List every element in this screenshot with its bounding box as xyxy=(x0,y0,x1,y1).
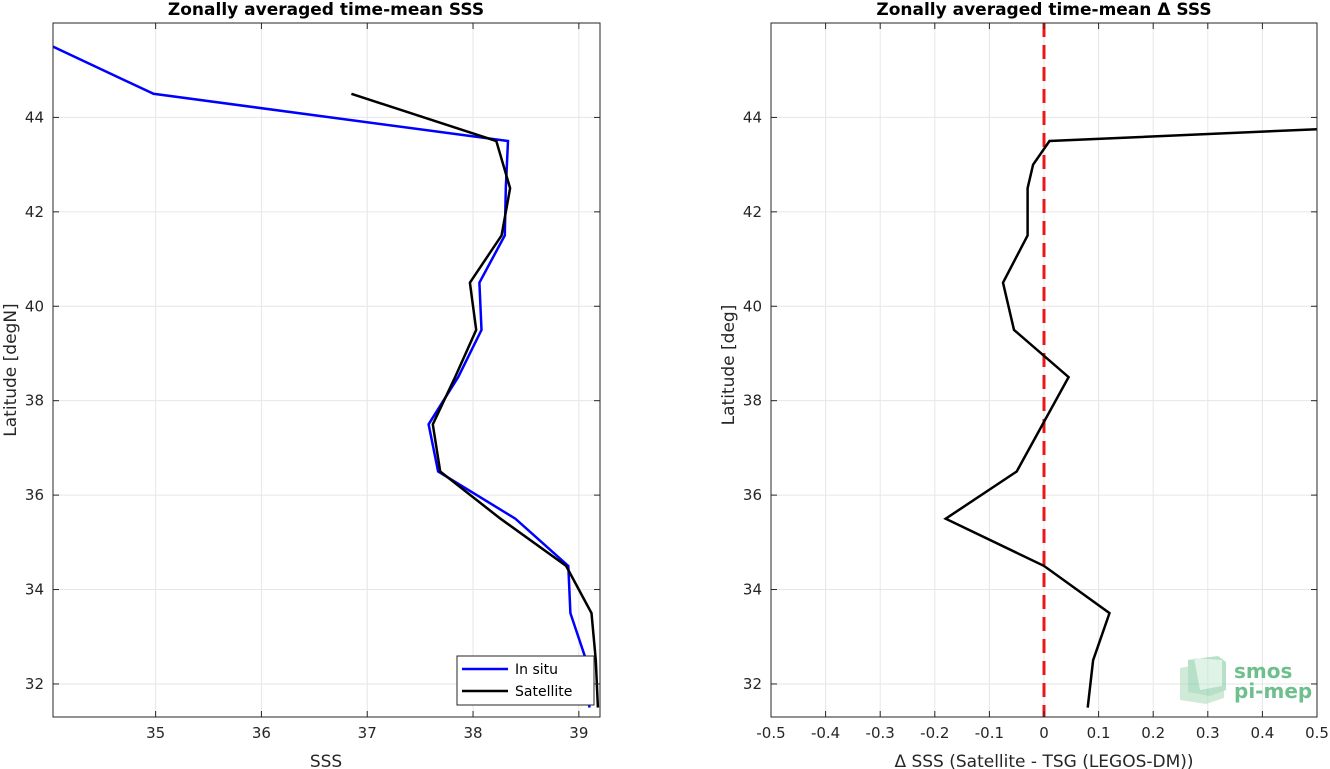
right-y-tick-label: 34 xyxy=(743,581,762,599)
right-ticks: -0.5 -0.4 -0.3 -0.2 -0.1 0 0.1 0.2 0.3 0.4 0.5 32 34… xyxy=(743,23,1329,742)
logo-text-line2: pi-mep xyxy=(1234,679,1312,703)
left-chart-panel: 35 36 37 38 39 32 34 36 38 40 42 44 Zonally average… xyxy=(1,0,601,769)
right-chart-panel: -0.5 -0.4 -0.3 -0.2 -0.1 0 0.1 0.2 0.3 0.4 0.5 32 34… xyxy=(719,0,1329,769)
right-x-tick-label: -0.2 xyxy=(920,724,949,742)
legend: In situ Satellite xyxy=(456,655,595,706)
left-x-tick-label: 35 xyxy=(146,724,165,742)
right-y-axis-label: Latitude [deg] xyxy=(719,305,739,426)
left-y-tick-label: 44 xyxy=(25,108,44,126)
left-chart-title: Zonally averaged time-mean SSS xyxy=(168,0,484,20)
left-x-tick-label: 36 xyxy=(252,724,271,742)
right-x-tick-label: 0.5 xyxy=(1305,724,1329,742)
right-y-tick-label: 32 xyxy=(743,675,762,693)
left-y-axis-label: Latitude [degN] xyxy=(1,303,21,436)
right-y-tick-label: 42 xyxy=(743,203,762,221)
legend-label-in-situ: In situ xyxy=(515,662,558,678)
right-x-tick-label: -0.4 xyxy=(811,724,840,742)
left-x-tick-label: 38 xyxy=(463,724,482,742)
right-x-tick-label: 0.3 xyxy=(1196,724,1220,742)
left-y-tick-label: 32 xyxy=(25,675,44,693)
left-x-tick-label: 37 xyxy=(358,724,377,742)
left-y-tick-label: 42 xyxy=(25,203,44,221)
left-x-tick-label: 39 xyxy=(569,724,588,742)
left-y-tick-label: 40 xyxy=(25,297,44,315)
legend-box xyxy=(456,655,595,706)
left-series-group xyxy=(52,45,600,708)
left-y-tick-label: 36 xyxy=(25,486,44,504)
right-x-tick-label: -0.3 xyxy=(866,724,895,742)
logo-graphic xyxy=(1180,656,1226,704)
smos-pi-mep-logo: smos pi-mep xyxy=(1180,656,1312,704)
right-x-tick-label: 0 xyxy=(1039,724,1049,742)
left-x-axis-label: SSS xyxy=(310,752,342,769)
logo-text-line1: smos xyxy=(1234,659,1292,683)
right-x-tick-label: -0.1 xyxy=(975,724,1004,742)
right-series-line-series-0 xyxy=(943,127,1318,708)
right-y-tick-label: 40 xyxy=(743,297,762,315)
left-plot-frame xyxy=(52,22,601,718)
right-x-tick-label: 0.1 xyxy=(1087,724,1111,742)
right-x-tick-label: 0.4 xyxy=(1250,724,1274,742)
left-plot-area xyxy=(53,23,600,717)
right-series-group xyxy=(943,23,1318,717)
left-series-line-in-situ xyxy=(52,45,591,708)
right-y-tick-label: 38 xyxy=(743,392,762,410)
left-y-tick-label: 38 xyxy=(25,392,44,410)
right-y-tick-label: 36 xyxy=(743,486,762,504)
right-x-tick-label: -0.5 xyxy=(756,724,785,742)
left-y-tick-label: 34 xyxy=(25,581,44,599)
left-ticks: 35 36 37 38 39 32 34 36 38 40 42 44 xyxy=(25,23,600,742)
right-x-tick-label: 0.2 xyxy=(1141,724,1165,742)
right-y-tick-label: 44 xyxy=(743,108,762,126)
right-x-axis-label: Δ SSS (Satellite - TSG (LEGOS-DM)) xyxy=(894,752,1193,769)
left-gridlines xyxy=(53,23,600,717)
left-series-line-satellite xyxy=(351,92,600,708)
legend-label-satellite: Satellite xyxy=(515,684,572,700)
right-chart-title: Zonally averaged time-mean Δ SSS xyxy=(876,0,1211,20)
